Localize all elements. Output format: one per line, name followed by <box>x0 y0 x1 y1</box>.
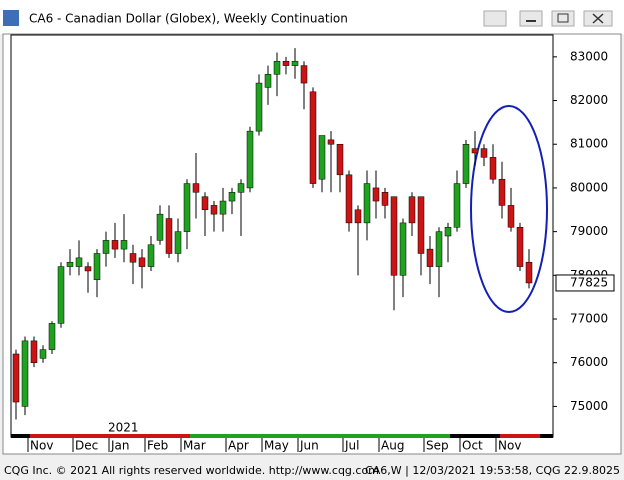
candle-body <box>210 205 218 215</box>
candle-body <box>57 266 65 324</box>
annotation-ellipse <box>470 105 548 313</box>
candle-body <box>426 248 434 267</box>
candle-body <box>462 143 470 184</box>
candle-body <box>66 261 74 267</box>
candle-body <box>489 157 497 180</box>
candle-body <box>525 261 533 284</box>
candle-body <box>381 192 389 206</box>
y-tick-label: 75000 <box>570 399 608 413</box>
candle-body <box>120 240 128 250</box>
x-tick-label: Nov <box>30 439 53 453</box>
candle-body <box>111 240 119 250</box>
maximize-glyph <box>557 13 569 23</box>
x-tick-label: Oct <box>462 439 483 453</box>
x-tick-label: Nov <box>498 439 521 453</box>
window-title: CA6 - Canadian Dollar (Globex), Weekly C… <box>29 12 348 26</box>
candle-body <box>390 196 398 276</box>
candle-body <box>507 205 515 228</box>
candle-body <box>21 340 29 407</box>
candle-body <box>12 353 20 403</box>
candle-body <box>453 183 461 228</box>
footer-left: CQG Inc. © 2021 All rights reserved worl… <box>4 464 379 477</box>
candle-body <box>516 227 524 267</box>
candle-body <box>309 91 317 184</box>
candle-body <box>363 183 371 224</box>
x-tick-label: Aug <box>381 439 404 453</box>
candle-body <box>327 139 335 145</box>
x-tick-label: Dec <box>75 439 98 453</box>
candle-body <box>48 323 56 350</box>
candle-body <box>30 340 38 363</box>
x-tick-label: Jul <box>344 439 359 453</box>
candle-body <box>147 244 155 267</box>
last-price-box <box>555 274 615 292</box>
candle-body <box>318 135 326 180</box>
candle-body <box>345 174 353 224</box>
candle-body <box>156 213 164 241</box>
time-strip-red <box>500 434 540 438</box>
candle-body <box>336 143 344 176</box>
x-tick-label: Feb <box>147 439 168 453</box>
x-tick-label: Jun <box>299 439 319 453</box>
candle-body <box>354 209 362 224</box>
plot-area <box>10 34 554 438</box>
candle-body <box>201 196 209 211</box>
x-tick-label: Jan <box>110 439 130 453</box>
candle-body <box>93 253 101 280</box>
maximize-button[interactable] <box>551 10 575 27</box>
y-tick-label: 76000 <box>570 355 608 369</box>
candle-body <box>273 60 281 75</box>
candle-body <box>84 266 92 272</box>
candle-body <box>237 183 245 193</box>
app-icon <box>3 10 19 26</box>
candle-body <box>291 60 299 66</box>
candle-body <box>435 231 443 267</box>
candle-body <box>444 227 452 237</box>
y-tick-label: 77000 <box>570 312 608 326</box>
x-tick-label: Apr <box>228 439 249 453</box>
candle-body <box>165 218 173 254</box>
candle-body <box>39 349 47 359</box>
candle-body <box>255 82 263 132</box>
candle-body <box>282 60 290 66</box>
time-strip-red <box>30 434 190 438</box>
y-tick-label: 80000 <box>570 180 608 194</box>
close-glyph <box>592 13 604 24</box>
last-price-label: 77825 <box>570 275 608 289</box>
candle-body <box>174 231 182 254</box>
year-label: 2021 <box>108 421 139 435</box>
x-tick-label: May <box>264 439 289 453</box>
y-tick-label: 81000 <box>570 137 608 151</box>
candle-body <box>408 196 416 224</box>
candle-body <box>228 192 236 202</box>
candle-body <box>417 196 425 254</box>
y-tick-label: 79000 <box>570 224 608 238</box>
candle-body <box>399 222 407 276</box>
candle-body <box>480 148 488 158</box>
candle-body <box>129 253 137 263</box>
candle-body <box>372 187 380 202</box>
candle-body <box>300 65 308 84</box>
footer-right: CA6,W | 12/03/2021 19:53:58, CQG 22.9.80… <box>365 464 620 477</box>
candle-body <box>471 148 479 154</box>
candle-body <box>498 178 506 206</box>
link-button[interactable] <box>483 10 507 27</box>
minimize-button[interactable] <box>519 10 543 27</box>
candle-body <box>219 200 227 215</box>
x-tick-label: Mar <box>183 439 206 453</box>
candle-body <box>75 257 83 267</box>
candle-body <box>183 183 191 232</box>
time-strip-green <box>190 434 450 438</box>
candle-body <box>138 257 146 267</box>
x-tick-label: Sep <box>426 439 449 453</box>
candle-body <box>102 240 110 254</box>
y-tick-label: 82000 <box>570 93 608 107</box>
candle-body <box>264 74 272 88</box>
y-tick-label: 83000 <box>570 49 608 63</box>
candle-body <box>246 130 254 189</box>
candle-body <box>192 183 200 193</box>
